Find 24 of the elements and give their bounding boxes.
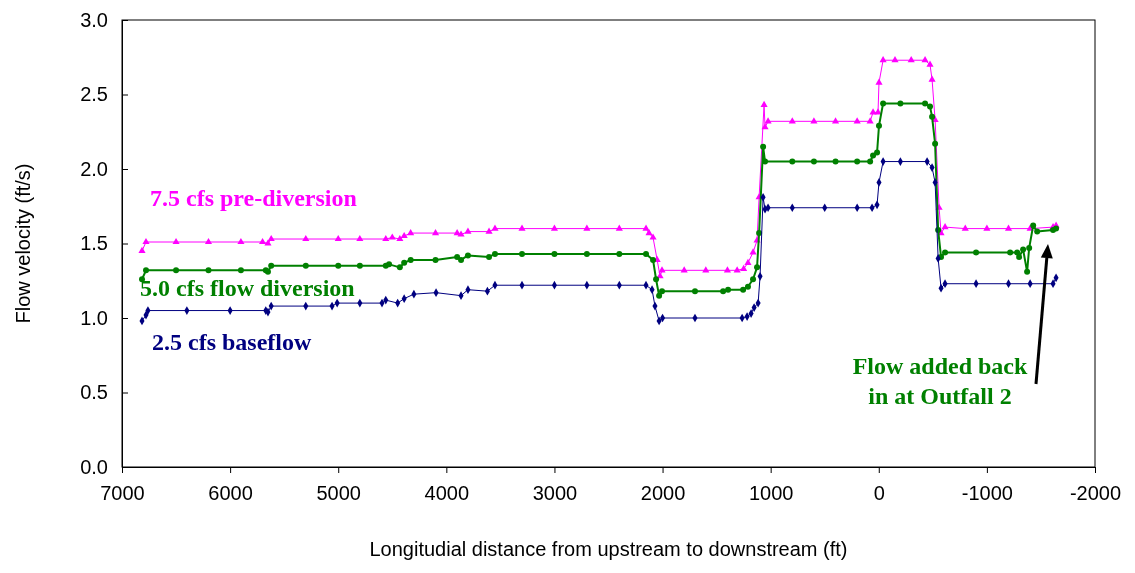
- x-tick-label: -2000: [1069, 482, 1122, 504]
- series-label: 5.0 cfs flow diversion: [140, 275, 355, 301]
- x-axis-title: Longitudial distance from upstream to downstream (ft): [369, 538, 848, 560]
- x-tick-label: 7000: [100, 482, 145, 504]
- y-tick-label: 2.0: [80, 157, 108, 180]
- y-tick-label: 0.5: [80, 381, 108, 404]
- y-tick-label: 1.0: [80, 306, 108, 329]
- y-tick-label: 1.5: [80, 232, 108, 255]
- x-tick-label: 3000: [532, 482, 578, 504]
- point: [1005, 279, 1012, 289]
- y-tick-label: 0.0: [80, 455, 108, 478]
- x-tick-label: 0: [873, 482, 885, 504]
- x-tick-label: 5000: [316, 482, 361, 504]
- x-tick-label: 4000: [424, 482, 470, 504]
- x-tick-label: -1000: [961, 482, 1013, 504]
- series-label: 7.5 cfs pre-diversion: [150, 185, 357, 211]
- annotation: Flow added back in at Outfall 2: [852, 353, 1028, 409]
- y-tick-label: 2.5: [80, 83, 108, 106]
- x-tick-label: 1000: [748, 482, 794, 504]
- series-label: 2.5 cfs baseflow: [152, 329, 312, 355]
- y-tick-label: 3.0: [80, 8, 108, 31]
- x-tick-label: 2000: [640, 482, 686, 504]
- x-tick-label: 6000: [208, 482, 253, 504]
- y-axis-title: Flow velocity (ft/s): [12, 163, 34, 324]
